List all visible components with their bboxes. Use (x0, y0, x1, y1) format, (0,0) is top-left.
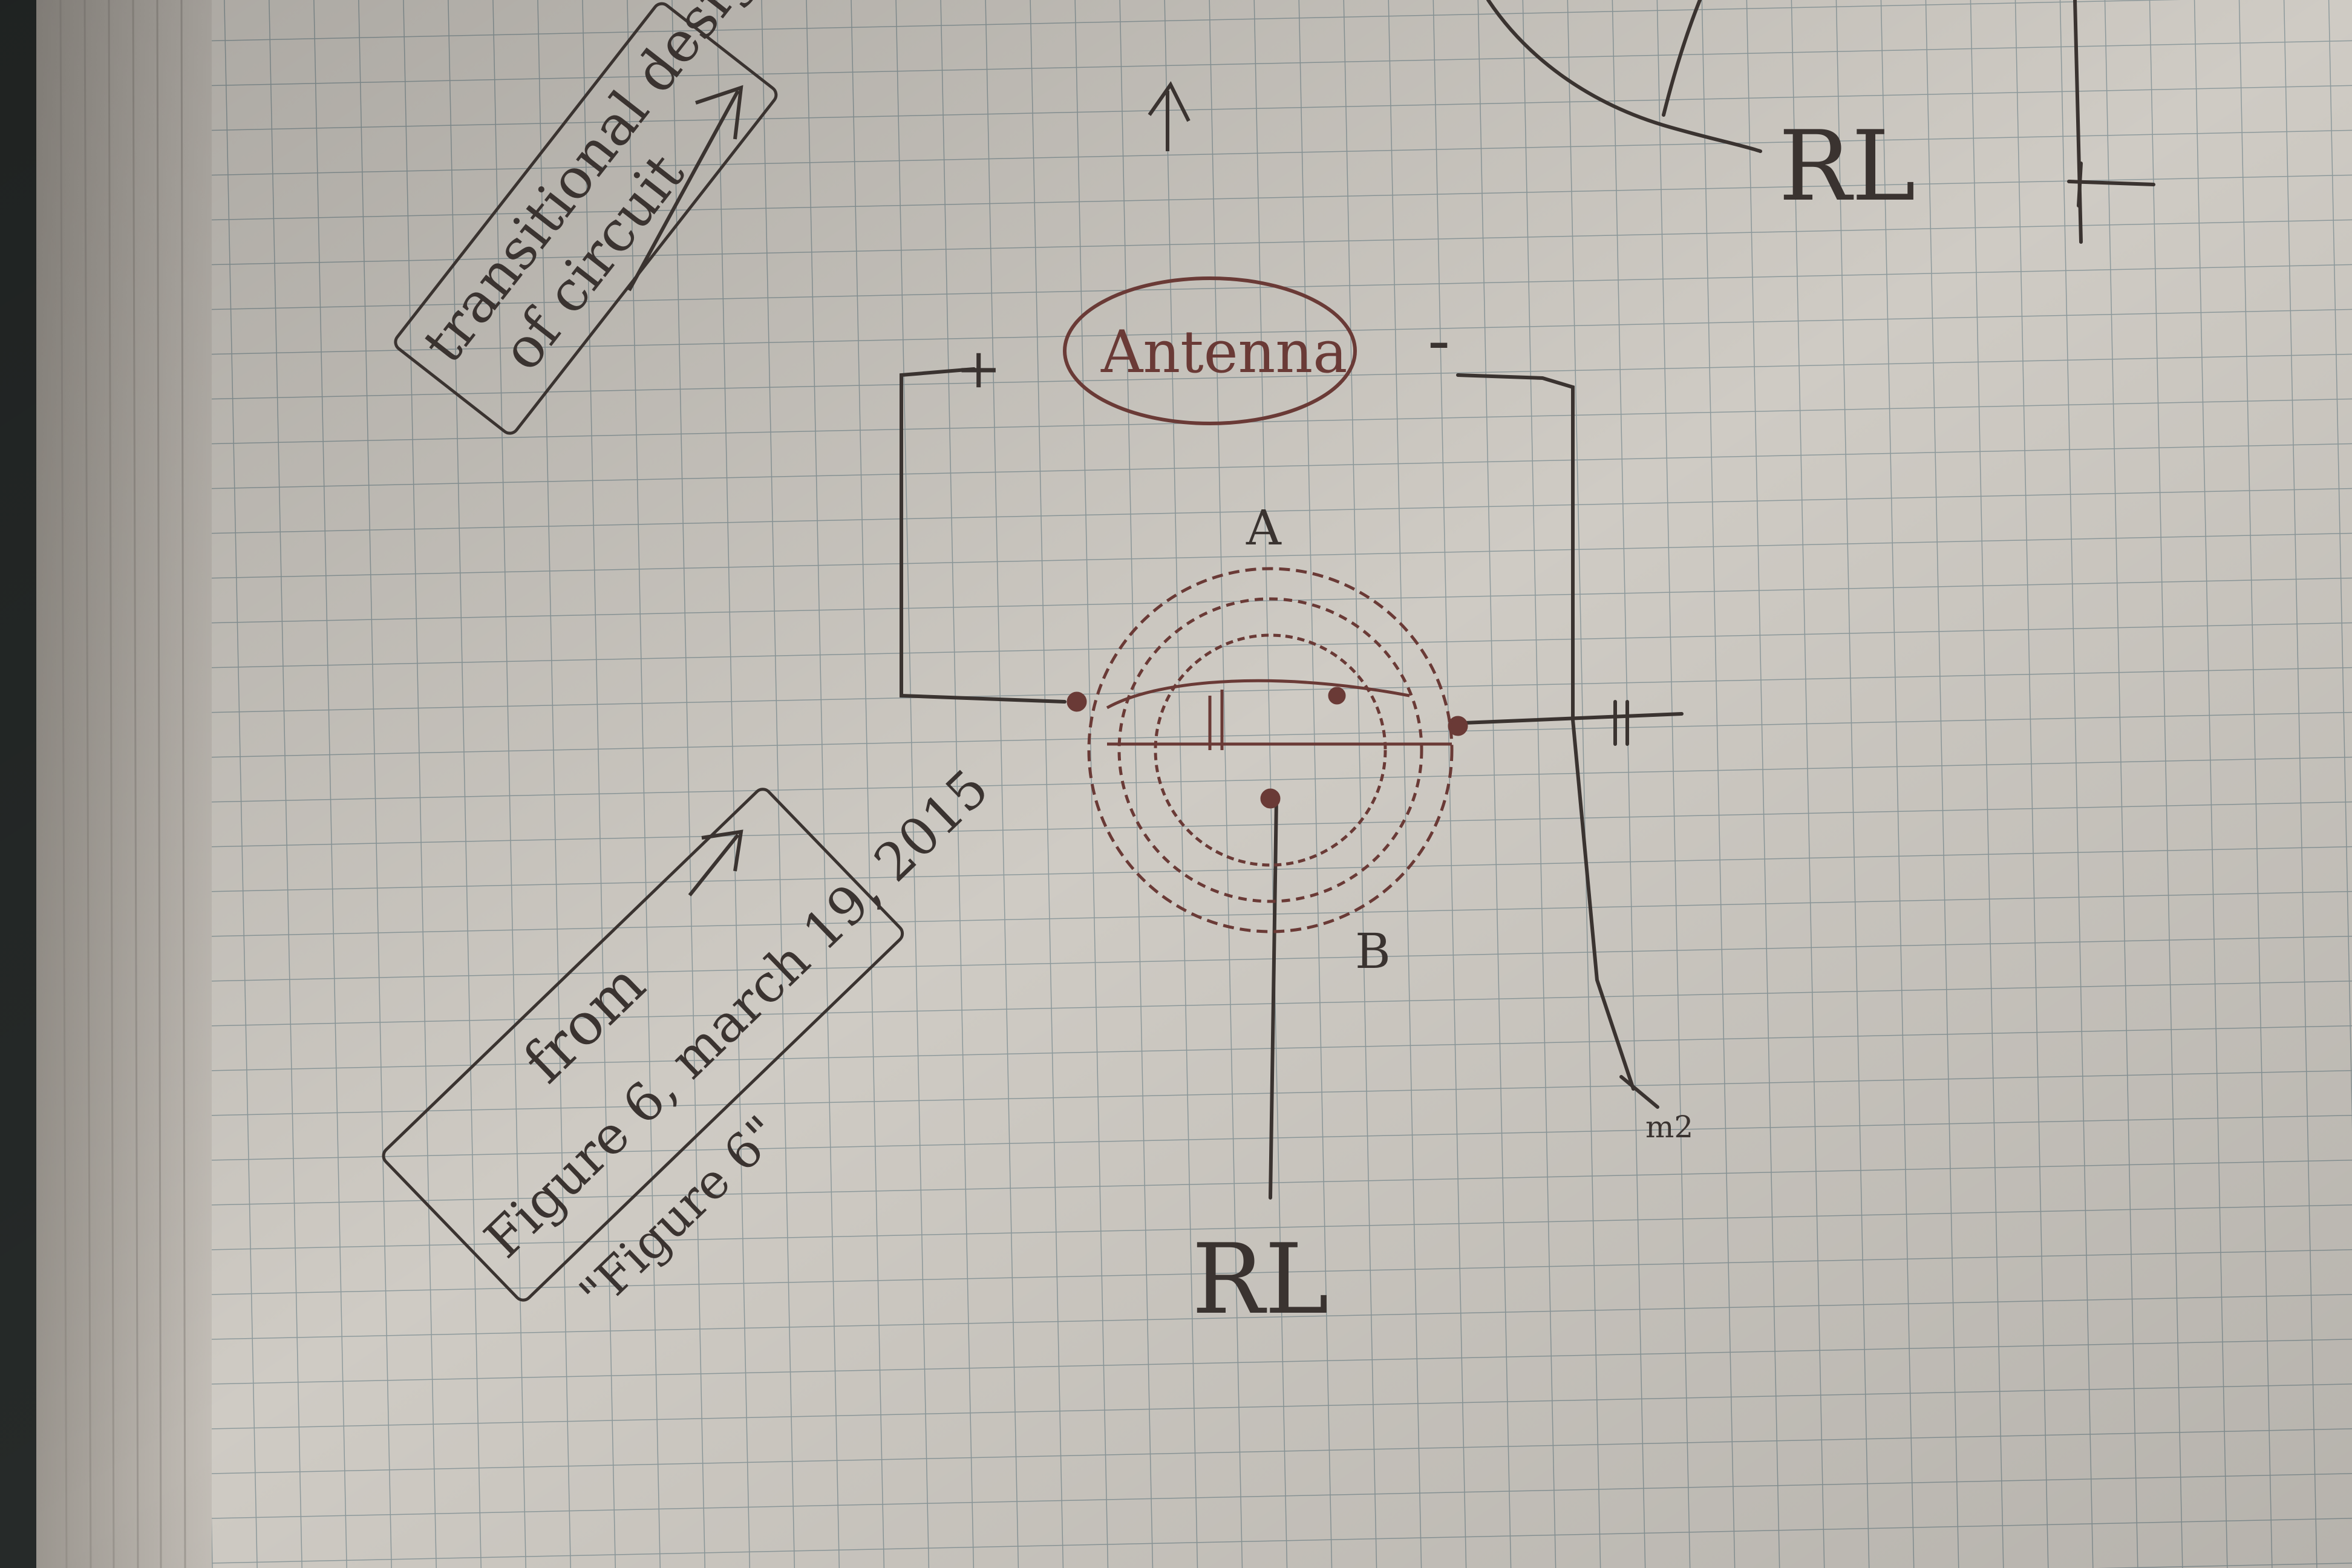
coil-bottom-label: B (1355, 923, 1391, 979)
antenna-plus-terminal: + (956, 337, 1001, 400)
ground-label: m2 (1645, 1109, 1693, 1145)
load-label-top: RL (1779, 109, 1916, 223)
arrow-up-right-mark (627, 85, 743, 292)
arrow-up-mark (1148, 81, 1191, 151)
coil-top-label: A (1246, 500, 1282, 556)
upper-sketch-fragment (1486, 0, 2155, 244)
arrow-up-right-mark-2 (688, 829, 743, 897)
antenna-label: Antenna (1100, 318, 1347, 386)
load-label-bottom: RL (1192, 1223, 1329, 1336)
antenna-minus-terminal: - (1428, 301, 1450, 379)
coil-drawing (1067, 567, 1468, 933)
antenna-oval (1063, 276, 1357, 425)
